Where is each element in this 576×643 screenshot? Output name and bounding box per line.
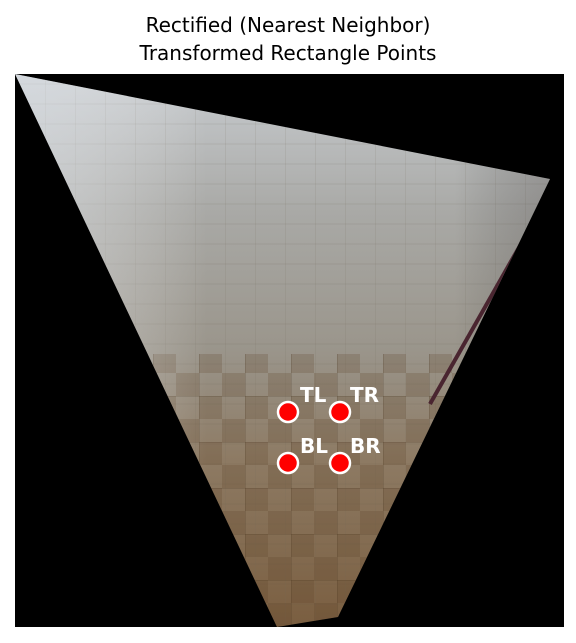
figure-title-line-1: Rectified (Nearest Neighbor) — [145, 13, 431, 37]
point-tr-label: TR — [350, 383, 379, 407]
rectangle-points: TL TR BL BR — [276, 383, 381, 475]
warped-photo — [15, 74, 550, 627]
point-br-label: BR — [350, 434, 381, 458]
point-br-marker — [328, 451, 352, 475]
point-tl-label: TL — [300, 383, 327, 407]
point-bl-marker — [276, 451, 300, 475]
point-tr-marker — [328, 400, 352, 424]
point-bl-label: BL — [300, 434, 328, 458]
point-tl-marker — [276, 400, 300, 424]
rectified-image: TL TR BL BR — [15, 74, 550, 627]
figure-title-line-2: Transformed Rectangle Points — [139, 41, 437, 65]
rectified-image-frame: TL TR BL BR — [15, 74, 564, 627]
